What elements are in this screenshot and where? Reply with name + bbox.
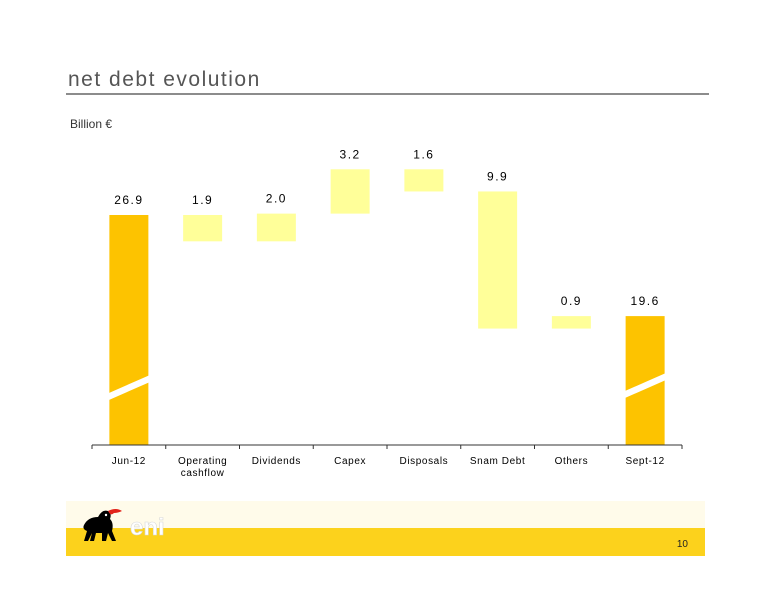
x-tick-labels: Jun-12 Operating cashflow Dividends Capex Dis… <box>112 456 665 479</box>
value-labels: 26.9 1.9 2.0 3.2 1.6 9.9 0.9 19.6 <box>114 147 659 308</box>
axis-break-0 <box>108 375 150 401</box>
eni-logo: eni <box>83 509 165 541</box>
value-label-7: 19.6 <box>630 294 659 308</box>
tick-label-5: Snam Debt <box>470 456 525 467</box>
page-number: 10 <box>676 539 688 550</box>
value-label-2: 2.0 <box>266 192 287 206</box>
title-divider <box>66 93 709 95</box>
logo-text: eni <box>130 514 165 541</box>
axis-break-7 <box>624 373 666 399</box>
bar-5 <box>478 191 518 329</box>
waterfall-chart: 26.9 1.9 2.0 3.2 1.6 9.9 0.9 19.6 Jun-12 Operati… <box>91 147 683 479</box>
page-title: net debt evolution <box>68 68 261 91</box>
unit-label: Billion € <box>70 117 113 131</box>
tick-label-3: Capex <box>334 456 366 467</box>
tick-label-0: Jun-12 <box>112 456 146 467</box>
value-label-5: 9.9 <box>487 169 508 183</box>
value-label-1: 1.9 <box>192 193 213 207</box>
bar-2 <box>256 213 296 242</box>
bar-1 <box>183 215 223 242</box>
axis-break-marks <box>108 373 666 401</box>
footer-band <box>66 528 705 556</box>
value-label-4: 1.6 <box>413 147 434 161</box>
tick-label-1: Operating cashflow <box>178 456 227 479</box>
tick-label-7: Sept-12 <box>626 456 665 467</box>
tick-label-2: Dividends <box>252 456 301 467</box>
bar-6 <box>551 316 591 329</box>
six-legged-dog-icon <box>83 509 122 541</box>
bar-0 <box>109 215 149 445</box>
x-axis <box>91 444 683 449</box>
value-label-0: 26.9 <box>114 193 143 207</box>
footer-band-light <box>66 501 705 528</box>
value-label-3: 3.2 <box>340 147 361 161</box>
tick-label-6: Others <box>555 456 589 467</box>
value-label-6: 0.9 <box>561 294 582 308</box>
bar-4 <box>404 169 444 192</box>
tick-label-4: Disposals <box>400 456 449 467</box>
bar-3 <box>330 169 370 214</box>
